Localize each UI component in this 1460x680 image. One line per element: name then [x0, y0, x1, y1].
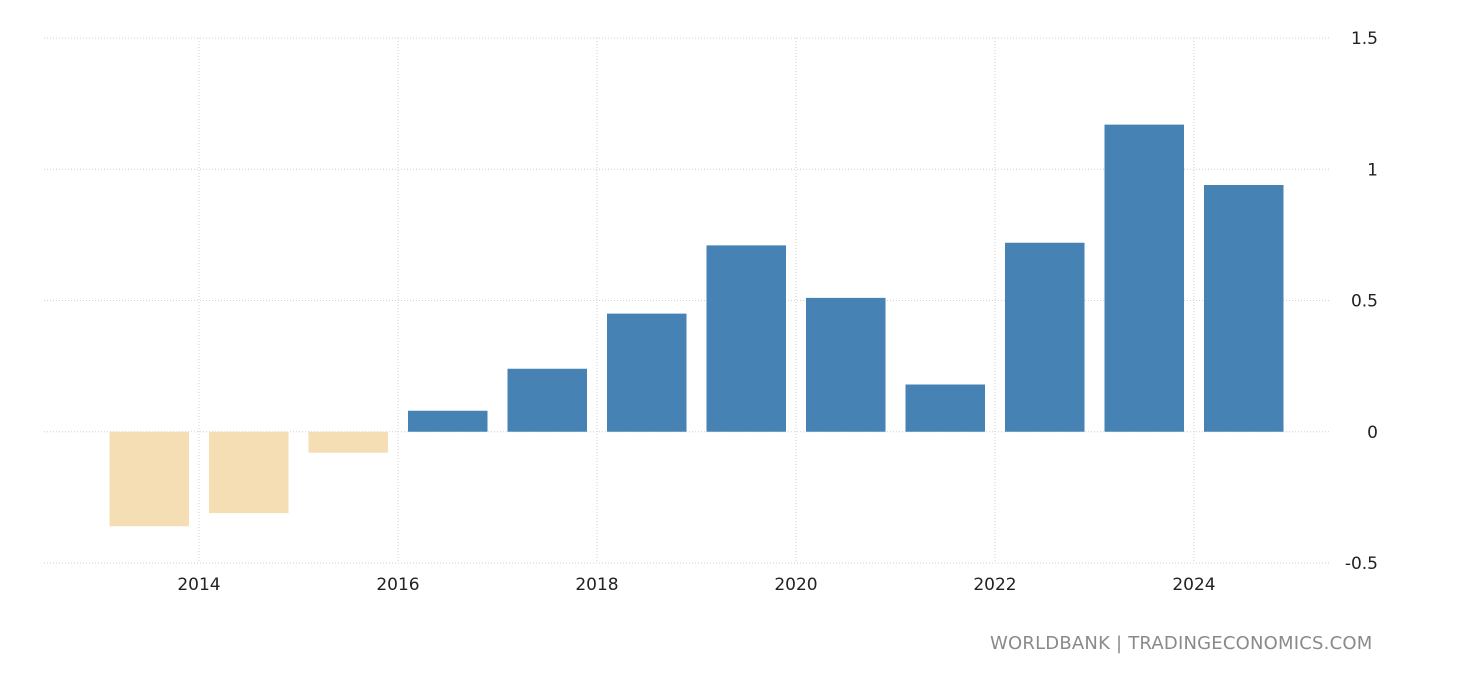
bars — [109, 124, 1284, 527]
y-tick-label: 0.5 — [1351, 292, 1378, 312]
bar-2018 — [607, 313, 687, 432]
x-tick-label: 2018 — [575, 575, 618, 595]
x-tick-label: 2016 — [376, 575, 419, 595]
bar-2014 — [209, 431, 289, 514]
y-tick-label: -0.5 — [1345, 554, 1378, 574]
y-tick-label: 0 — [1367, 423, 1378, 443]
x-axis-tick-labels: 2014 2016 2018 2020 2022 2024 — [177, 575, 1215, 595]
bar-2019 — [706, 245, 786, 432]
bar-2015 — [308, 431, 388, 453]
bar-2024 — [1204, 185, 1284, 432]
bar-2013 — [109, 431, 189, 527]
x-tick-label: 2020 — [774, 575, 817, 595]
y-axis-tick-labels: -0.5 0 0.5 1 1.5 — [1345, 29, 1378, 574]
y-tick-label: 1 — [1367, 160, 1378, 180]
bar-2020 — [806, 297, 886, 432]
y-tick-label: 1.5 — [1351, 29, 1378, 49]
x-tick-label: 2024 — [1172, 575, 1215, 595]
bar-2016 — [408, 410, 488, 432]
bar-2021 — [905, 384, 985, 432]
x-tick-label: 2022 — [973, 575, 1016, 595]
source-credit: WORLDBANK | TRADINGECONOMICS.COM — [990, 633, 1373, 654]
bar-2017 — [507, 368, 587, 432]
x-tick-label: 2014 — [177, 575, 220, 595]
bar-2022 — [1005, 242, 1085, 432]
bar-2023 — [1104, 124, 1184, 432]
